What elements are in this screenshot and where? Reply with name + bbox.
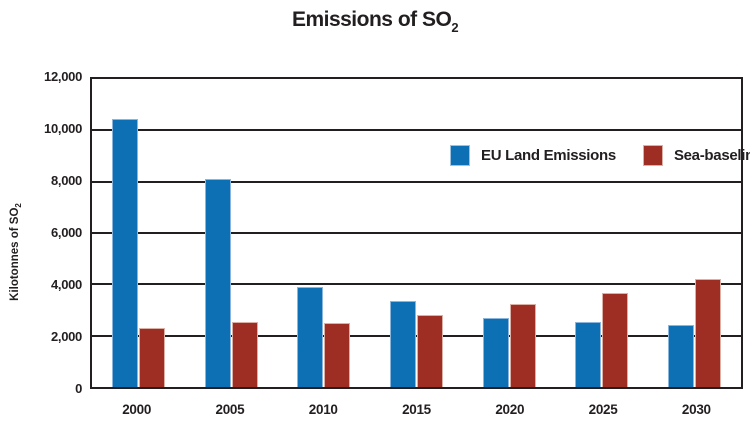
bar-eu-land-emissions-2020 bbox=[482, 318, 509, 387]
plot-area: EU Land Emissions Sea-baseline bbox=[90, 77, 750, 389]
x-axis-label-2015: 2015 bbox=[402, 402, 431, 417]
bar-group-2005 bbox=[185, 79, 278, 387]
gridline bbox=[92, 180, 741, 183]
bar-sea-baseline-2000 bbox=[138, 328, 165, 387]
bar-group-2010 bbox=[277, 79, 370, 387]
gridline bbox=[92, 232, 741, 234]
bar-sea-baseline-2025 bbox=[602, 293, 629, 387]
gridline bbox=[92, 334, 741, 337]
bar-sea-baseline-2015 bbox=[417, 315, 444, 387]
x-axis-label-2020: 2020 bbox=[495, 402, 525, 417]
chart-title-subscript: 2 bbox=[451, 20, 459, 35]
x-axis-label-2025: 2025 bbox=[588, 402, 618, 417]
bar-group-2030 bbox=[648, 79, 741, 387]
gridline bbox=[92, 283, 741, 286]
legend-label-sea-baseline: Sea-baseline bbox=[673, 146, 750, 164]
y-tick-label: 12,000 bbox=[44, 69, 82, 84]
legend-label-eu-land-emissions: EU Land Emissions bbox=[481, 146, 616, 164]
bar-sea-baseline-2005 bbox=[231, 322, 258, 387]
x-axis-labels: 2000 2005 2010 2015 2020 2025 2030 bbox=[90, 402, 743, 417]
y-tick-label: 10,000 bbox=[44, 121, 82, 136]
chart-title: Emissions of SO2 bbox=[0, 8, 750, 35]
legend-swatch-eu-land-emissions bbox=[450, 144, 470, 166]
y-tick-label: 6,000 bbox=[50, 225, 82, 240]
chart-title-text: Emissions of SO bbox=[291, 8, 452, 31]
gridline bbox=[92, 129, 741, 132]
bar-eu-land-emissions-2025 bbox=[575, 322, 602, 387]
bar-group-2015 bbox=[370, 79, 463, 387]
y-tick-label: 8,000 bbox=[50, 173, 82, 188]
y-tick-label: 4,000 bbox=[50, 277, 82, 292]
x-axis-label-2010: 2010 bbox=[308, 402, 338, 417]
bar-eu-land-emissions-2005 bbox=[204, 179, 231, 387]
bar-eu-land-emissions-2015 bbox=[390, 301, 417, 387]
bar-sea-baseline-2010 bbox=[324, 323, 351, 387]
x-axis-label-2000: 2000 bbox=[122, 402, 152, 417]
x-axis-label-2005: 2005 bbox=[215, 402, 245, 417]
bar-group-2025 bbox=[556, 79, 649, 387]
bar-eu-land-emissions-2010 bbox=[297, 287, 324, 387]
bar-sea-baseline-2030 bbox=[695, 279, 722, 387]
legend-swatch-sea-baseline bbox=[642, 144, 663, 166]
legend: EU Land Emissions Sea-baseline bbox=[450, 142, 750, 168]
bar-groups bbox=[92, 79, 741, 387]
bar-group-2000 bbox=[92, 79, 185, 387]
bar-sea-baseline-2020 bbox=[509, 304, 536, 387]
bar-eu-land-emissions-2030 bbox=[668, 325, 695, 387]
x-axis-label-2030: 2030 bbox=[681, 402, 711, 417]
y-tick-label: 2,000 bbox=[50, 329, 82, 344]
bar-eu-land-emissions-2000 bbox=[111, 119, 138, 387]
y-tick-label: 0 bbox=[75, 381, 82, 396]
y-axis-title-subscript: 2 bbox=[14, 203, 23, 208]
bar-group-2020 bbox=[463, 79, 556, 387]
